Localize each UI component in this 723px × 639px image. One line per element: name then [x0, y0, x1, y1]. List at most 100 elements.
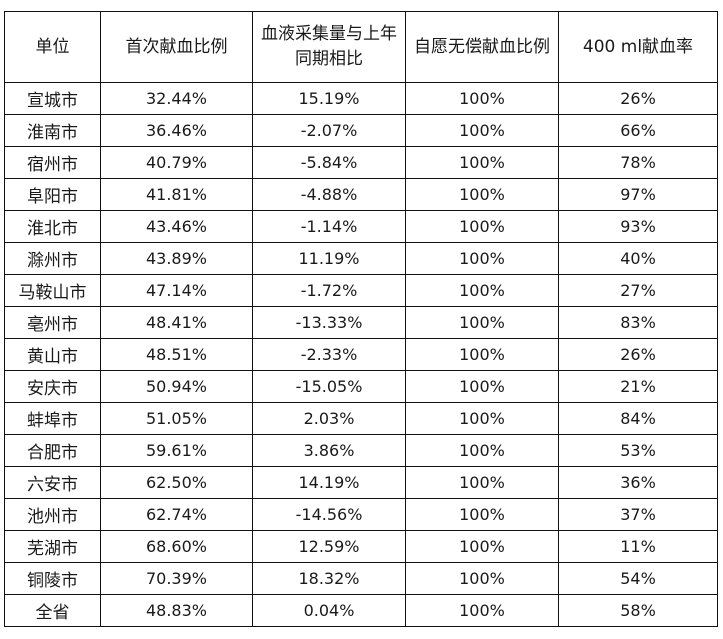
cell-voluntary-ratio: 100%: [405, 402, 559, 435]
cell-voluntary-ratio: 100%: [405, 178, 559, 211]
cell-collection-yoy: 2.03%: [252, 402, 406, 435]
table-row: 蚌埠市 51.05% 2.03% 100% 84%: [4, 402, 718, 435]
cell-unit: 黄山市: [4, 338, 101, 371]
cell-400ml-rate: 97%: [558, 178, 718, 211]
table-header-row: 单位 首次献血比例 血液采集量与上年同期相比 自愿无偿献血比例 400 ml献血…: [4, 11, 718, 83]
cell-collection-yoy: -4.88%: [252, 178, 406, 211]
cell-voluntary-ratio: 100%: [405, 274, 559, 307]
cell-400ml-rate: 78%: [558, 146, 718, 179]
table-row: 安庆市 50.94% -15.05% 100% 21%: [4, 370, 718, 403]
cell-collection-yoy: 11.19%: [252, 242, 406, 275]
cell-400ml-rate: 26%: [558, 82, 718, 115]
cell-first-time-ratio: 70.39%: [100, 562, 253, 595]
header-collection-yoy: 血液采集量与上年同期相比: [252, 11, 406, 83]
cell-first-time-ratio: 62.74%: [100, 498, 253, 531]
cell-unit: 全省: [4, 594, 101, 627]
cell-unit: 滁州市: [4, 242, 101, 275]
cell-collection-yoy: 15.19%: [252, 82, 406, 115]
table-row: 六安市 62.50% 14.19% 100% 36%: [4, 466, 718, 499]
cell-first-time-ratio: 62.50%: [100, 466, 253, 499]
cell-400ml-rate: 58%: [558, 594, 718, 627]
header-voluntary-ratio: 自愿无偿献血比例: [405, 11, 559, 83]
cell-first-time-ratio: 43.46%: [100, 210, 253, 243]
cell-400ml-rate: 37%: [558, 498, 718, 531]
cell-voluntary-ratio: 100%: [405, 82, 559, 115]
table-row: 铜陵市 70.39% 18.32% 100% 54%: [4, 562, 718, 595]
cell-unit: 合肥市: [4, 434, 101, 467]
cell-unit: 阜阳市: [4, 178, 101, 211]
cell-voluntary-ratio: 100%: [405, 562, 559, 595]
cell-unit: 马鞍山市: [4, 274, 101, 307]
cell-400ml-rate: 21%: [558, 370, 718, 403]
cell-collection-yoy: 0.04%: [252, 594, 406, 627]
cell-first-time-ratio: 36.46%: [100, 114, 253, 147]
cell-unit: 铜陵市: [4, 562, 101, 595]
cell-collection-yoy: -5.84%: [252, 146, 406, 179]
cell-collection-yoy: -15.05%: [252, 370, 406, 403]
header-400ml-rate: 400 ml献血率: [558, 11, 718, 83]
table-row: 淮南市 36.46% -2.07% 100% 66%: [4, 114, 718, 147]
cell-first-time-ratio: 51.05%: [100, 402, 253, 435]
blood-donation-table-container: 单位 首次献血比例 血液采集量与上年同期相比 自愿无偿献血比例 400 ml献血…: [4, 11, 718, 627]
table-row: 亳州市 48.41% -13.33% 100% 83%: [4, 306, 718, 339]
table-row: 马鞍山市 47.14% -1.72% 100% 27%: [4, 274, 718, 307]
cell-unit: 宿州市: [4, 146, 101, 179]
blood-donation-table: 单位 首次献血比例 血液采集量与上年同期相比 自愿无偿献血比例 400 ml献血…: [4, 11, 718, 627]
cell-voluntary-ratio: 100%: [405, 338, 559, 371]
cell-first-time-ratio: 68.60%: [100, 530, 253, 563]
cell-unit: 六安市: [4, 466, 101, 499]
header-unit: 单位: [4, 11, 101, 83]
table-row: 黄山市 48.51% -2.33% 100% 26%: [4, 338, 718, 371]
cell-400ml-rate: 83%: [558, 306, 718, 339]
cell-unit: 亳州市: [4, 306, 101, 339]
cell-first-time-ratio: 41.81%: [100, 178, 253, 211]
cell-first-time-ratio: 48.83%: [100, 594, 253, 627]
cell-first-time-ratio: 47.14%: [100, 274, 253, 307]
cell-400ml-rate: 53%: [558, 434, 718, 467]
cell-first-time-ratio: 32.44%: [100, 82, 253, 115]
table-row: 芜湖市 68.60% 12.59% 100% 11%: [4, 530, 718, 563]
cell-first-time-ratio: 48.41%: [100, 306, 253, 339]
cell-unit: 宣城市: [4, 82, 101, 115]
cell-unit: 安庆市: [4, 370, 101, 403]
cell-first-time-ratio: 48.51%: [100, 338, 253, 371]
cell-voluntary-ratio: 100%: [405, 434, 559, 467]
cell-400ml-rate: 26%: [558, 338, 718, 371]
cell-collection-yoy: -2.33%: [252, 338, 406, 371]
table-body: 宣城市 32.44% 15.19% 100% 26% 淮南市 36.46% -2.07% 100…: [4, 82, 718, 627]
cell-voluntary-ratio: 100%: [405, 594, 559, 627]
table-row: 滁州市 43.89% 11.19% 100% 40%: [4, 242, 718, 275]
table-row: 池州市 62.74% -14.56% 100% 37%: [4, 498, 718, 531]
cell-400ml-rate: 40%: [558, 242, 718, 275]
cell-collection-yoy: 18.32%: [252, 562, 406, 595]
cell-collection-yoy: -2.07%: [252, 114, 406, 147]
cell-first-time-ratio: 50.94%: [100, 370, 253, 403]
cell-unit: 蚌埠市: [4, 402, 101, 435]
cell-voluntary-ratio: 100%: [405, 306, 559, 339]
cell-collection-yoy: 14.19%: [252, 466, 406, 499]
cell-400ml-rate: 27%: [558, 274, 718, 307]
cell-collection-yoy: -14.56%: [252, 498, 406, 531]
cell-unit: 淮南市: [4, 114, 101, 147]
cell-voluntary-ratio: 100%: [405, 466, 559, 499]
cell-first-time-ratio: 43.89%: [100, 242, 253, 275]
cell-voluntary-ratio: 100%: [405, 498, 559, 531]
cell-unit: 芜湖市: [4, 530, 101, 563]
cell-collection-yoy: -13.33%: [252, 306, 406, 339]
table-row: 宿州市 40.79% -5.84% 100% 78%: [4, 146, 718, 179]
table-row: 全省 48.83% 0.04% 100% 58%: [4, 594, 718, 627]
table-row: 宣城市 32.44% 15.19% 100% 26%: [4, 82, 718, 115]
cell-voluntary-ratio: 100%: [405, 210, 559, 243]
cell-400ml-rate: 11%: [558, 530, 718, 563]
cell-voluntary-ratio: 100%: [405, 146, 559, 179]
cell-400ml-rate: 84%: [558, 402, 718, 435]
cell-collection-yoy: -1.14%: [252, 210, 406, 243]
cell-voluntary-ratio: 100%: [405, 242, 559, 275]
cell-collection-yoy: 3.86%: [252, 434, 406, 467]
cell-collection-yoy: 12.59%: [252, 530, 406, 563]
cell-unit: 池州市: [4, 498, 101, 531]
header-first-time-ratio: 首次献血比例: [100, 11, 253, 83]
cell-voluntary-ratio: 100%: [405, 370, 559, 403]
table-row: 淮北市 43.46% -1.14% 100% 93%: [4, 210, 718, 243]
cell-first-time-ratio: 40.79%: [100, 146, 253, 179]
